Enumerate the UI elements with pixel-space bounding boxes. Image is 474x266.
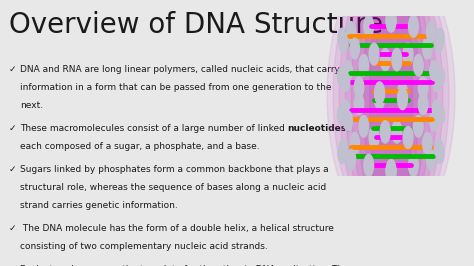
Text: strand carries genetic information.: strand carries genetic information. [20, 201, 178, 210]
Ellipse shape [327, 0, 455, 239]
Circle shape [339, 139, 347, 158]
Text: These macromolecules consist of a large number of linked: These macromolecules consist of a large … [20, 124, 288, 133]
Circle shape [398, 88, 408, 110]
Circle shape [437, 67, 445, 85]
Circle shape [409, 154, 418, 176]
Circle shape [350, 38, 359, 59]
Text: ✓: ✓ [9, 165, 16, 174]
Circle shape [436, 28, 444, 47]
Ellipse shape [333, 0, 449, 239]
Circle shape [359, 115, 368, 137]
Circle shape [435, 34, 443, 52]
Circle shape [392, 121, 402, 143]
Circle shape [419, 77, 428, 98]
Circle shape [392, 48, 402, 71]
Circle shape [339, 34, 347, 52]
Ellipse shape [351, 0, 431, 239]
Circle shape [341, 100, 350, 119]
Text: next.: next. [20, 101, 43, 110]
Circle shape [346, 22, 356, 42]
Circle shape [437, 106, 445, 124]
Circle shape [374, 82, 384, 104]
Circle shape [380, 121, 390, 143]
Text: Sugars linked by phosphates form a common backbone that plays a: Sugars linked by phosphates form a commo… [20, 165, 328, 174]
Circle shape [432, 100, 441, 119]
Circle shape [374, 88, 384, 110]
Circle shape [414, 115, 423, 137]
Text: consisting of two complementary nucleic acid strands.: consisting of two complementary nucleic … [20, 242, 268, 251]
Circle shape [423, 132, 432, 153]
Circle shape [398, 82, 408, 104]
Circle shape [435, 139, 443, 158]
Ellipse shape [357, 0, 425, 239]
Text: DNA and RNA are long linear polymers, called nucleic acids, that carry: DNA and RNA are long linear polymers, ca… [20, 65, 340, 74]
Text: The DNA molecule has the form of a double helix, a helical structure: The DNA molecule has the form of a doubl… [20, 224, 334, 233]
Circle shape [423, 38, 432, 59]
Circle shape [430, 111, 438, 131]
Circle shape [427, 22, 436, 42]
Circle shape [364, 154, 374, 176]
Circle shape [359, 55, 368, 76]
Text: ,: , [347, 124, 349, 133]
Ellipse shape [370, 0, 412, 239]
Text: Each strand serves as the template for the other in DNA replication. The: Each strand serves as the template for t… [20, 265, 349, 266]
Circle shape [414, 55, 423, 76]
Text: nucleotides: nucleotides [288, 124, 347, 133]
Circle shape [346, 149, 356, 170]
Circle shape [337, 67, 346, 85]
Circle shape [386, 160, 396, 182]
Circle shape [380, 48, 390, 71]
Text: Overview of DNA Structure: Overview of DNA Structure [9, 11, 383, 39]
Circle shape [364, 15, 374, 37]
Ellipse shape [339, 0, 443, 239]
Ellipse shape [346, 0, 437, 239]
Circle shape [344, 61, 352, 81]
Circle shape [432, 72, 441, 92]
Circle shape [436, 145, 444, 163]
Text: ✓: ✓ [9, 65, 16, 74]
Circle shape [355, 93, 364, 115]
Circle shape [427, 149, 436, 170]
Circle shape [409, 15, 418, 37]
Circle shape [403, 43, 413, 65]
Circle shape [419, 93, 428, 115]
Circle shape [386, 10, 396, 32]
Circle shape [369, 126, 379, 148]
Text: information in a form that can be passed from one generation to the: information in a form that can be passed… [20, 83, 331, 92]
Circle shape [403, 126, 413, 148]
Circle shape [344, 111, 352, 131]
Circle shape [350, 132, 359, 153]
Text: structural role, whereas the sequence of bases along a nucleic acid: structural role, whereas the sequence of… [20, 183, 326, 192]
Circle shape [386, 160, 396, 182]
Ellipse shape [364, 0, 419, 239]
Circle shape [341, 72, 350, 92]
Circle shape [386, 10, 396, 32]
Text: ✓: ✓ [9, 224, 16, 233]
Text: each composed of a sugar, a phosphate, and a base.: each composed of a sugar, a phosphate, a… [20, 142, 260, 151]
Circle shape [430, 61, 438, 81]
Circle shape [338, 28, 346, 47]
Circle shape [369, 43, 379, 65]
Circle shape [355, 77, 364, 98]
Circle shape [337, 106, 346, 124]
Text: ✓: ✓ [9, 265, 16, 266]
Circle shape [338, 145, 346, 163]
Text: ✓: ✓ [9, 124, 16, 133]
